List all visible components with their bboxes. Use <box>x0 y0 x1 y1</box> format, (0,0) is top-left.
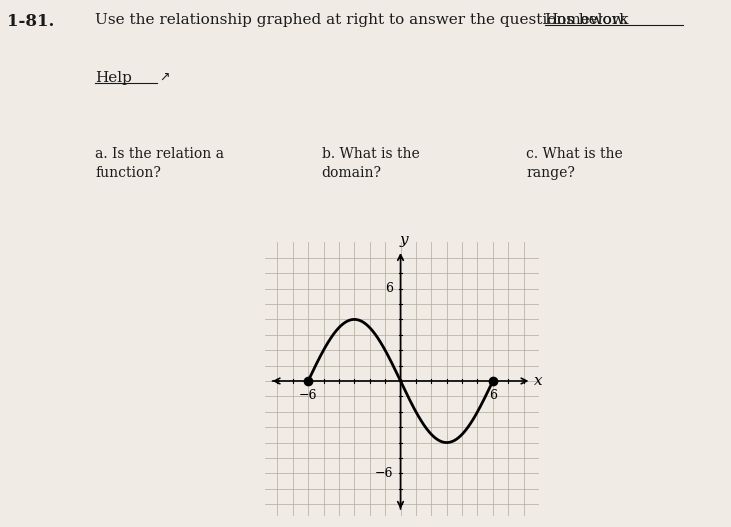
Text: −6: −6 <box>375 467 393 480</box>
Text: Use the relationship graphed at right to answer the questions below.: Use the relationship graphed at right to… <box>95 13 632 27</box>
Text: 1-81.: 1-81. <box>7 13 55 30</box>
Text: 6: 6 <box>385 282 393 295</box>
Text: c. What is the
range?: c. What is the range? <box>526 147 623 180</box>
Text: ↗: ↗ <box>159 71 170 84</box>
Text: Homework: Homework <box>545 13 629 27</box>
Text: 6: 6 <box>489 389 497 403</box>
Text: Help: Help <box>95 71 132 85</box>
Text: y: y <box>399 233 408 247</box>
Text: x: x <box>534 374 543 388</box>
Text: b. What is the
domain?: b. What is the domain? <box>322 147 420 180</box>
Text: a. Is the relation a
function?: a. Is the relation a function? <box>95 147 224 180</box>
Text: −6: −6 <box>299 389 317 403</box>
